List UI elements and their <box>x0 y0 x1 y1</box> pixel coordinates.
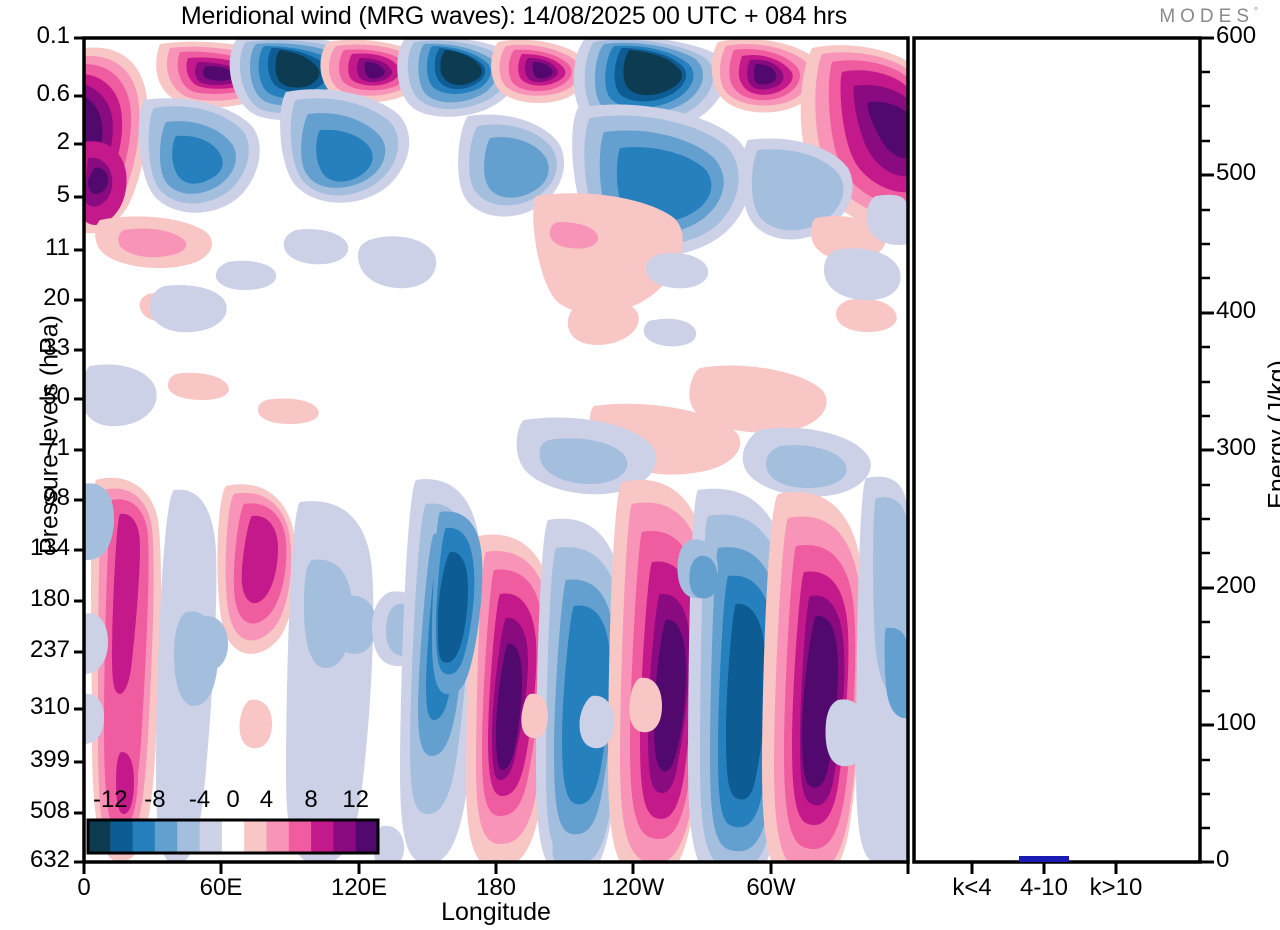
colorbar-cell-9 <box>288 820 312 853</box>
y-tick-2: 2 <box>56 128 70 155</box>
contour-column-11 <box>762 491 865 862</box>
modes-wordmark: MODES <box>1159 6 1254 27</box>
contour-column-3 <box>217 484 297 654</box>
colorbar-tick-3: 0 <box>226 786 240 813</box>
x-tick-0: 0 <box>77 874 91 901</box>
y-tick-4: 11 <box>45 234 70 261</box>
y-tick-0: 0.1 <box>36 22 70 49</box>
y-tick-16: 632 <box>29 846 70 873</box>
energy-tick-6: 600 <box>1216 22 1257 49</box>
modes-logo: MODES° <box>1159 6 1258 28</box>
contour-column-6 <box>466 534 555 862</box>
x-tick-3: 180 <box>475 874 517 901</box>
y-tick-12: 237 <box>29 636 70 663</box>
energy-tick-3: 300 <box>1216 434 1257 461</box>
x-tick-5: 60W <box>746 874 796 901</box>
page-title: Meridional wind (MRG waves): 14/08/2025 … <box>180 2 848 30</box>
colorbar-cells <box>88 820 379 853</box>
x-axis-label: Longitude <box>441 898 551 926</box>
colorbar-tick-4: 4 <box>259 786 274 813</box>
energy-tick-5: 500 <box>1216 159 1257 186</box>
y-tick-15: 508 <box>29 797 70 824</box>
x-axis-ticks <box>82 862 910 874</box>
colorbar-cell-0 <box>88 820 111 853</box>
energy-tick-2: 200 <box>1216 572 1257 599</box>
colorbar-cell-7 <box>244 820 267 853</box>
contour-packet-a <box>84 47 148 234</box>
contour-column-1 <box>91 477 162 862</box>
contour-column-4 <box>286 501 428 862</box>
x-tick-2: 120E <box>330 874 388 901</box>
energy-category-ticks <box>970 862 1118 874</box>
colorbar-tick-6: 12 <box>342 786 370 813</box>
y-axis-ticks <box>74 36 84 864</box>
contour-packet-f <box>491 39 588 103</box>
contour-mid-blue <box>84 194 908 497</box>
y-tick-14: 399 <box>29 746 70 773</box>
y-tick-11: 180 <box>29 585 70 612</box>
energy-category-0: k<4 <box>952 874 992 901</box>
contour-column-8 <box>432 511 483 695</box>
energy-category-1: 4-10 <box>1019 874 1069 901</box>
y-tick-1: 0.6 <box>36 80 70 107</box>
modes-degree-mark: ° <box>1254 6 1258 18</box>
colorbar-cell-10 <box>311 820 334 853</box>
colorbar-tick-1: -8 <box>144 786 166 813</box>
contour-small-blobs <box>84 483 868 862</box>
energy-tick-0: 0 <box>1216 846 1230 873</box>
colorbar-cell-8 <box>266 820 290 853</box>
contour-packet-h <box>711 38 822 113</box>
contour-field <box>84 38 908 862</box>
colorbar-cell-4 <box>177 820 201 853</box>
contour-packet-e <box>397 38 519 117</box>
colorbar-cell-12 <box>355 820 379 853</box>
y-tick-10: 134 <box>29 534 70 561</box>
colorbar[interactable] <box>86 818 380 855</box>
x-tick-4: 120W <box>601 874 665 901</box>
x-tick-1: 60E <box>199 874 243 901</box>
colorbar-cell-1 <box>110 820 134 853</box>
y-tick-3: 5 <box>56 181 70 208</box>
colorbar-cell-5 <box>199 820 223 853</box>
y-tick-5: 20 <box>43 284 70 311</box>
contour-column-12 <box>856 476 908 862</box>
colorbar-tick-5: 8 <box>304 786 318 813</box>
energy-tick-1: 100 <box>1216 709 1257 736</box>
y-tick-9: 98 <box>43 484 70 511</box>
energy-axis-minor-ticks <box>1200 70 1210 830</box>
y-tick-13: 310 <box>29 693 70 720</box>
colorbar-frame <box>86 818 380 855</box>
y-tick-6: 33 <box>43 334 70 361</box>
energy-bar-4-10[interactable] <box>1019 856 1069 862</box>
energy-tick-4: 400 <box>1216 297 1257 324</box>
colorbar-cell-6 <box>221 820 245 853</box>
y-tick-7: 50 <box>43 383 70 410</box>
energy-axis-major-ticks <box>1200 36 1214 864</box>
y-tick-8: 71 <box>43 434 70 461</box>
colorbar-cell-2 <box>132 820 156 853</box>
colorbar-cell-3 <box>154 820 178 853</box>
colorbar-cell-11 <box>333 820 357 853</box>
colorbar-tick-2: -4 <box>188 786 211 813</box>
energy-panel-frame <box>912 36 1202 864</box>
energy-category-2: k>10 <box>1089 874 1143 901</box>
colorbar-tick-0: -12 <box>92 786 128 813</box>
